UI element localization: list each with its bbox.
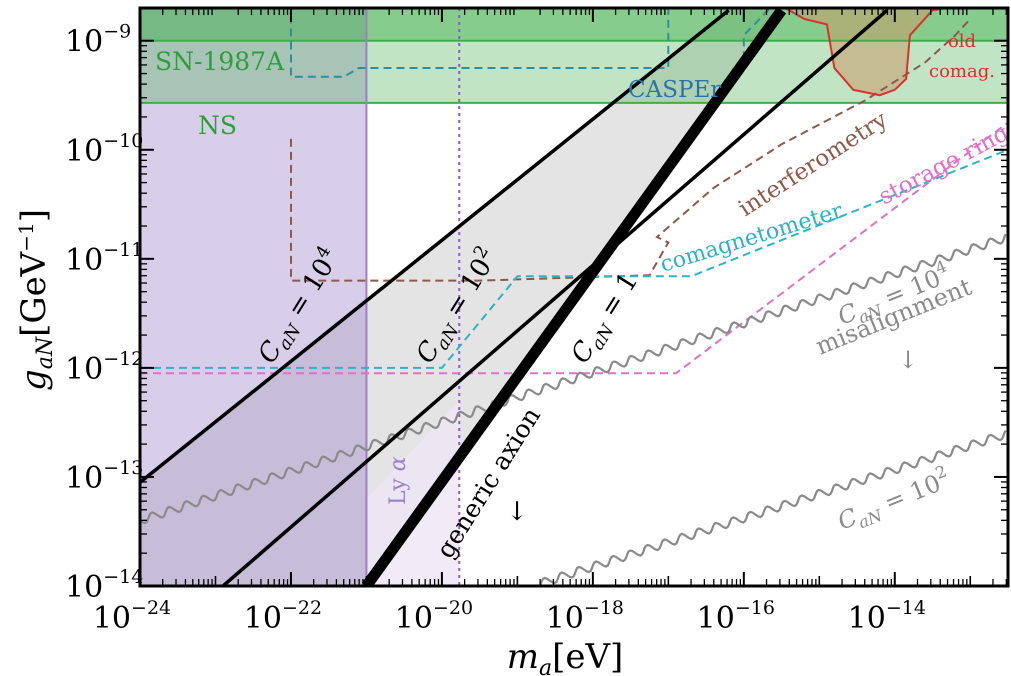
y-tick-label: 10−13 — [65, 457, 143, 496]
old-comag-label-2: comag. — [929, 61, 995, 82]
x-axis-title: ma[eV] — [507, 637, 624, 676]
x-tick-label: 10−16 — [697, 597, 775, 636]
lyman-alpha-label: Ly α — [386, 456, 411, 505]
plot-frame — [138, 6, 1010, 588]
regions-layer — [140, 8, 1008, 586]
generic-axion-region — [140, 10, 782, 586]
series-comagnetometer — [140, 148, 1008, 369]
misalignment-line-1 — [140, 233, 1007, 525]
ns-label: NS — [198, 111, 237, 140]
casper-label: CASPEr — [628, 77, 721, 103]
generic-axion-arrow: ↓ — [506, 497, 528, 527]
misalignment-line-2 — [532, 430, 1007, 586]
y-tick-label: 10−11 — [65, 239, 143, 278]
c-an-1-line — [361, 8, 787, 586]
storage-ring-label: storage ring — [875, 120, 1011, 210]
lyman-alpha-region — [140, 8, 367, 586]
axes-layer: 10−24 10−22 10−20 10−18 10−16 10−14 10−9 10−10 1… — [65, 6, 1010, 636]
y-tick-label: 10−14 — [65, 566, 143, 605]
y-axis-title: gaN[GeV−1] — [14, 209, 58, 391]
old-comag-region — [785, 8, 948, 96]
x-tick-label: 10−20 — [395, 597, 473, 636]
y-tick-label: 10−12 — [65, 348, 143, 387]
series-storage-ring — [140, 121, 1008, 375]
misalignment-arrow: ↓ — [898, 346, 918, 374]
axis-titles: ma[eV] gaN[GeV−1] — [14, 209, 623, 676]
x-tick-label: 10−24 — [93, 597, 171, 636]
lines-layer — [140, 8, 1008, 586]
lyman-alpha-forecast-region — [366, 400, 460, 586]
series-old-comag — [784, 8, 948, 97]
misalignment-c-an-1e2-label: CaN = 102 — [832, 461, 956, 539]
y-tick-label: 10−10 — [65, 130, 143, 169]
x-tick-label: 10−18 — [546, 597, 624, 636]
y-tick-label: 10−9 — [65, 21, 131, 60]
c-an-1e4-line — [140, 8, 730, 484]
series-casper-2 — [742, 8, 771, 60]
sn1987a-label: SN-1987A — [155, 47, 285, 76]
x-tick-label: 10−22 — [244, 597, 322, 636]
series-casper — [290, 8, 670, 78]
c-an-1e2-line — [221, 8, 889, 586]
series-interferometry — [290, 18, 972, 282]
old-comag-label-1: old — [948, 31, 976, 52]
x-tick-label: 10−14 — [848, 597, 926, 636]
